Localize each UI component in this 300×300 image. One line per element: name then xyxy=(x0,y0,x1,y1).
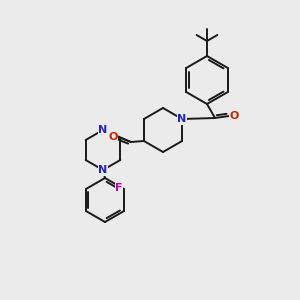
Text: N: N xyxy=(177,114,187,124)
Text: F: F xyxy=(115,183,123,193)
Text: O: O xyxy=(229,111,239,121)
Text: N: N xyxy=(98,165,108,175)
Text: O: O xyxy=(108,132,118,142)
Text: N: N xyxy=(98,125,108,135)
